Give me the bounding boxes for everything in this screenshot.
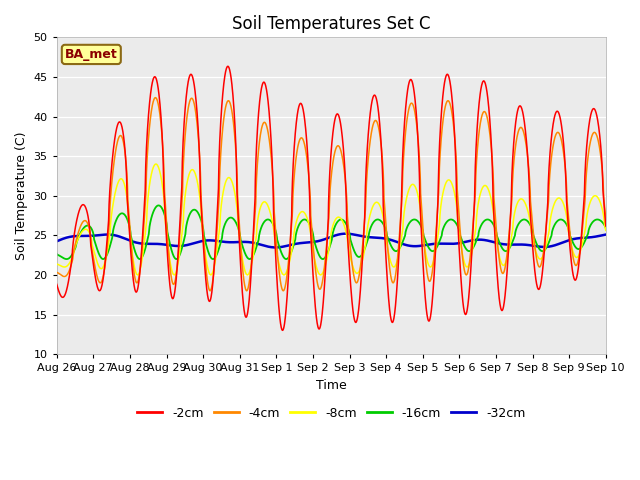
Text: BA_met: BA_met (65, 48, 118, 61)
Title: Soil Temperatures Set C: Soil Temperatures Set C (232, 15, 431, 33)
Legend: -2cm, -4cm, -8cm, -16cm, -32cm: -2cm, -4cm, -8cm, -16cm, -32cm (132, 402, 531, 424)
X-axis label: Time: Time (316, 379, 347, 392)
Y-axis label: Soil Temperature (C): Soil Temperature (C) (15, 132, 28, 260)
